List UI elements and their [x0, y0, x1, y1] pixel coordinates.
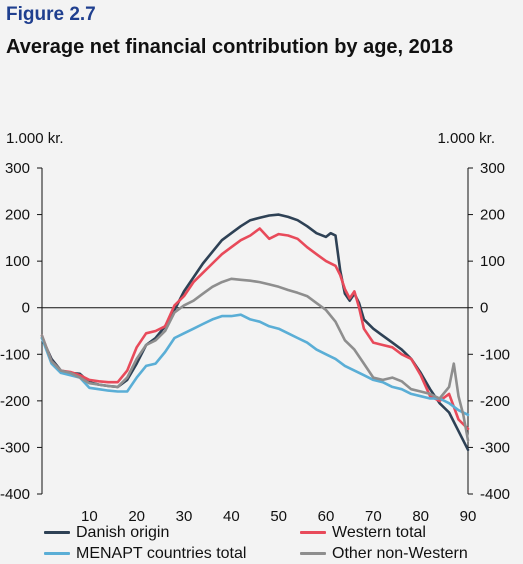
legend-label-danish-origin: Danish origin — [76, 524, 170, 541]
legend-label-western-total: Western total — [332, 524, 426, 541]
y-tick-label-left: -200 — [0, 393, 30, 410]
y-tick-label-right: -300 — [480, 439, 510, 456]
y-tick-label-left: 300 — [5, 160, 30, 177]
legend-swatch-menapt-countries-total — [44, 552, 70, 556]
x-tick-label: 20 — [128, 508, 145, 525]
x-tick-label: 50 — [270, 508, 287, 525]
x-tick-label: 80 — [412, 508, 429, 525]
x-tick-label: 30 — [176, 508, 193, 525]
y-tick-label-left: -100 — [0, 346, 30, 363]
x-tick-label: 60 — [318, 508, 335, 525]
y-tick-label-left: 100 — [5, 253, 30, 270]
y-tick-label-left: -300 — [0, 439, 30, 456]
chart-title: Average net financial contribution by ag… — [6, 36, 454, 58]
legend-item-danish-origin: Danish origin — [44, 524, 169, 542]
series-line-western-total — [40, 227, 470, 431]
left-axis-unit: 1.000 kr. — [6, 130, 64, 147]
y-tick-label-left: 200 — [5, 207, 30, 224]
figure-label: Figure 2.7 — [6, 4, 96, 25]
legend-swatch-danish-origin — [44, 531, 70, 535]
y-tick-label-right: -200 — [480, 393, 510, 410]
legend-item-menapt-countries-total: MENAPT countries total — [44, 545, 246, 563]
right-axis-unit: 1.000 kr. — [437, 130, 495, 147]
legend-label-other-non-western: Other non-Western — [332, 545, 468, 562]
legend-item-other-non-western: Other non-Western — [300, 545, 468, 563]
x-tick-label: 40 — [223, 508, 240, 525]
x-tick-label: 70 — [365, 508, 382, 525]
y-tick-label-left: -400 — [0, 486, 30, 503]
y-tick-label-right: -400 — [480, 486, 510, 503]
series-line-danish-origin — [40, 213, 470, 452]
legend-label-menapt-countries-total: MENAPT countries total — [76, 545, 247, 562]
y-tick-label-right: 300 — [480, 160, 505, 177]
series-line-menapt-countries-total — [40, 313, 470, 417]
y-tick-label-left: 0 — [22, 300, 30, 317]
y-tick-label-right: -100 — [480, 346, 510, 363]
y-tick-label-right: 0 — [480, 300, 488, 317]
y-tick-label-right: 100 — [480, 253, 505, 270]
x-tick-label: 90 — [460, 508, 477, 525]
x-tick-label: 10 — [81, 508, 98, 525]
legend-item-western-total: Western total — [300, 524, 426, 542]
series-line-other-non-western — [40, 277, 470, 442]
y-tick-label-right: 200 — [480, 207, 505, 224]
legend-swatch-western-total — [300, 531, 326, 535]
legend-swatch-other-non-western — [300, 552, 326, 556]
